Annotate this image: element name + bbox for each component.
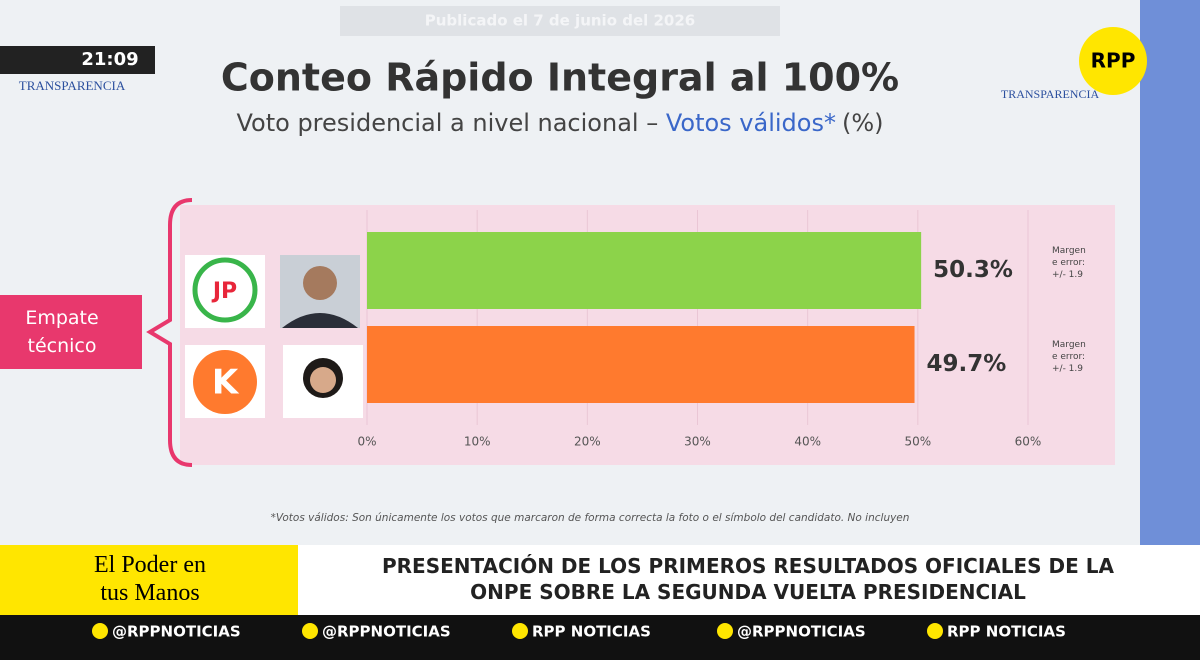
social-icon — [302, 623, 318, 639]
channel-logo — [1079, 27, 1147, 95]
social-handle: RPP NOTICIAS — [947, 623, 1066, 641]
clock: 21:09 — [81, 49, 138, 70]
annotation-line: Margen — [1052, 246, 1089, 256]
annotation-line: +/- 1.9 — [1052, 364, 1083, 374]
headline: PRESENTACIÓN DE LOS PRIMEROS RESULTADOS … — [382, 554, 1115, 604]
annotation-line: +/- 1.9 — [1052, 270, 1083, 280]
bar — [367, 326, 915, 403]
x-tick-label: 30% — [684, 435, 711, 449]
social-icon — [92, 623, 108, 639]
x-tick-label: 50% — [904, 435, 931, 449]
annotation: Margen e error: +/- 1.9 — [1052, 340, 1089, 374]
subtitle-part: Votos válidos* — [666, 109, 836, 137]
social-icon — [927, 623, 943, 639]
social-handle: @RPPNOTICIAS — [737, 623, 866, 641]
candidate-face — [303, 266, 337, 300]
group-box — [0, 295, 142, 369]
party-logo-ring — [192, 257, 258, 323]
x-tick-label: 40% — [794, 435, 821, 449]
social-icon — [717, 623, 733, 639]
program-box — [0, 545, 298, 615]
party-logo: JP — [211, 279, 237, 304]
social-icon — [512, 623, 528, 639]
social-handle: RPP NOTICIAS — [532, 623, 651, 641]
text-line: El Poder en — [94, 552, 206, 578]
published-box — [340, 6, 780, 36]
text-line: ONPE SOBRE LA SEGUNDA VUELTA PRESIDENCIA… — [470, 580, 1026, 604]
annotation: Margen e error: +/- 1.9 — [1052, 246, 1089, 280]
headline-box — [298, 545, 1200, 615]
channel: RPP — [1091, 49, 1136, 73]
value-label: 50.3% — [933, 257, 1013, 283]
party-logo-box — [185, 255, 265, 328]
group-label-text: Empate — [25, 307, 98, 329]
social-links: @RPPNOTICIAS @RPPNOTICIAS RPP NOTICIAS @RPP… — [92, 623, 1066, 641]
bar — [367, 232, 922, 309]
annotation-line: e error: — [1052, 352, 1085, 362]
candidate-suit — [282, 313, 358, 328]
x-tick-label: 10% — [464, 435, 491, 449]
x-tick-label: 60% — [1015, 435, 1042, 449]
group-label: Empate técnico — [25, 307, 98, 357]
party-logo-ring — [193, 350, 257, 414]
value-label: 49.7% — [927, 351, 1007, 377]
annotation-line: Margen — [1052, 340, 1089, 350]
subtitle: Voto presidencial a nivel nacional – Vot… — [236, 109, 883, 137]
candidate-face — [310, 367, 336, 393]
clock-box — [0, 46, 155, 74]
subtitle-part: Voto presidencial a nivel nacional – — [236, 109, 665, 137]
party-logo: K — [212, 363, 240, 403]
logo-left: TRANSPARENCIA — [19, 78, 126, 93]
footnote: *Votos válidos: Son únicamente los votos… — [271, 512, 910, 524]
chart-title: Conteo Rápido Integral al 100% — [221, 56, 899, 100]
annotation-line: e error: — [1052, 258, 1085, 268]
social-bar — [0, 615, 1200, 660]
group-label-text: técnico — [28, 335, 97, 357]
program: El Poder en tus Manos — [94, 552, 206, 606]
social-handle: @RPPNOTICIAS — [322, 623, 451, 641]
published: Publicado el 7 de junio del 2026 — [425, 12, 696, 30]
x-tick-label: 20% — [574, 435, 601, 449]
bracket — [146, 198, 193, 467]
x-tick-label: 0% — [357, 435, 376, 449]
social-handle: @RPPNOTICIAS — [112, 623, 241, 641]
text-line: PRESENTACIÓN DE LOS PRIMEROS RESULTADOS … — [382, 554, 1115, 578]
logo-right: TRANSPARENCIA — [1001, 87, 1100, 101]
subtitle-part: (%) — [842, 109, 884, 137]
text-line: tus Manos — [100, 580, 199, 606]
